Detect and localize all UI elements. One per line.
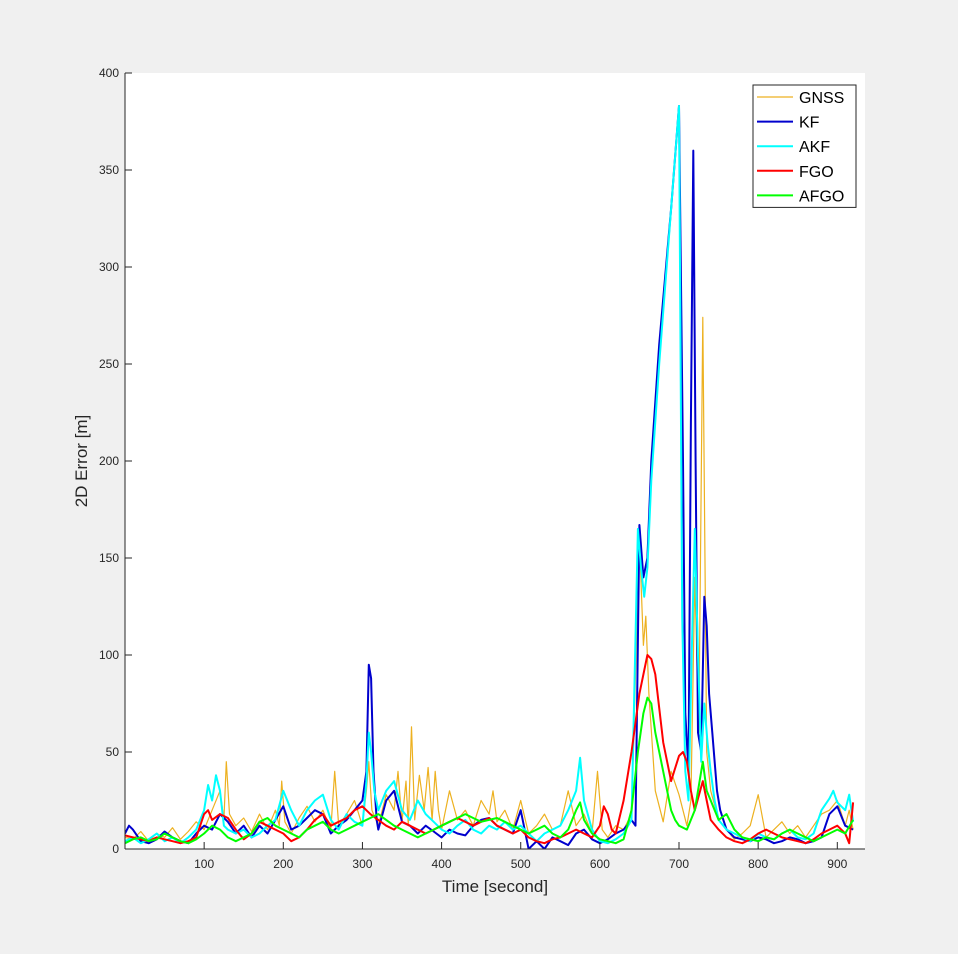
y-tick-label: 400 [99, 66, 119, 80]
y-tick-label: 100 [99, 648, 119, 662]
x-tick-label: 200 [273, 857, 293, 871]
y-tick-label: 250 [99, 357, 119, 371]
y-tick-label: 200 [99, 454, 119, 468]
series-line-gnss [125, 316, 854, 842]
series-layer [125, 105, 855, 849]
y-tick-label: 300 [99, 260, 119, 274]
x-tick-label: 500 [511, 857, 531, 871]
series-line-afgo [125, 696, 854, 845]
x-axis-title: Time [second] [442, 877, 548, 896]
y-tick-label: 150 [99, 551, 119, 565]
x-tick-label: 400 [432, 857, 452, 871]
y-tick-label: 0 [112, 842, 119, 856]
x-tick-label: 600 [590, 857, 610, 871]
legend-label-afgo: AFGO [799, 188, 844, 205]
y-tick-label: 350 [99, 163, 119, 177]
x-tick-label: 700 [669, 857, 689, 871]
x-tick-label: 100 [194, 857, 214, 871]
x-tick-label: 300 [352, 857, 372, 871]
legend: GNSS KF AKF FGO AFGO [752, 84, 857, 208]
legend-label-akf: AKF [799, 139, 830, 156]
legend-label-kf: KF [799, 115, 820, 132]
axes-layer: 100 200 300 400 500 600 700 800 900 0 50 100 150 200 2… [99, 66, 865, 871]
plot-area [125, 73, 865, 849]
x-tick-label: 800 [748, 857, 768, 871]
x-tick-label: 900 [827, 857, 847, 871]
legend-label-gnss: GNSS [799, 90, 844, 107]
series-line-akf [125, 105, 855, 845]
y-axis-title: 2D Error [m] [72, 415, 91, 508]
y-tick-label: 50 [106, 745, 120, 759]
legend-label-fgo: FGO [799, 164, 834, 181]
